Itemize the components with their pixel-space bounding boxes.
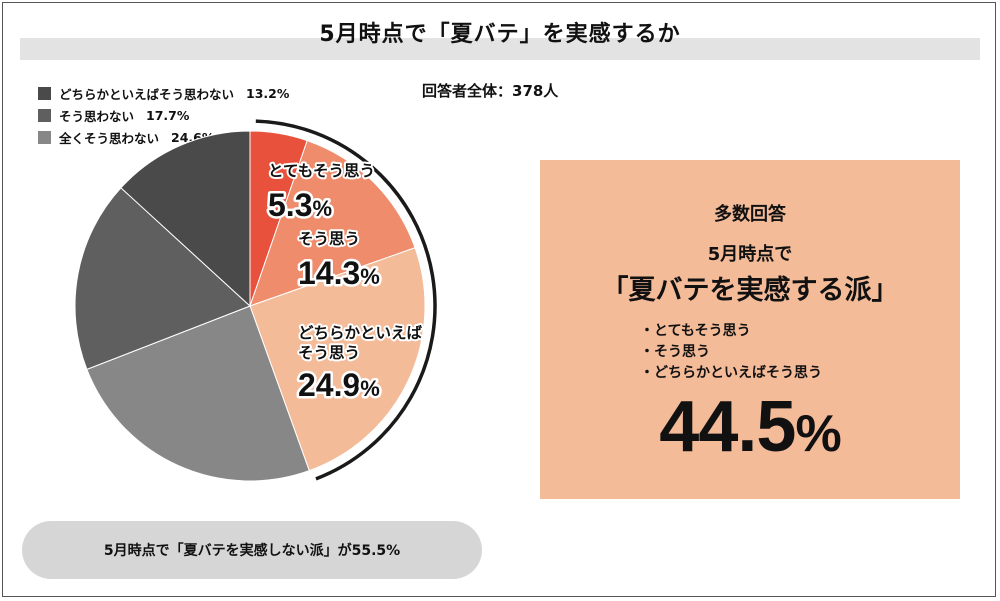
- legend-label: 全くそう思わない: [59, 130, 160, 146]
- slice-value-label: 24.9%: [298, 367, 380, 403]
- panel-item: どちらかといえばそう思う: [640, 362, 822, 383]
- panel-item: とてもそう思う: [640, 320, 822, 341]
- panel-total-unit: %: [795, 405, 841, 463]
- pie-slice: [86, 305, 310, 482]
- slice-label: そう思う: [298, 344, 360, 362]
- footer-summary-pill: 5月時点で「夏バテを実感しない派」が55.5%: [22, 521, 482, 579]
- slice-label: どちらかといえば: [298, 324, 423, 342]
- legend-swatch: [38, 130, 51, 144]
- legend-label: どちらかといえばそう思わない: [59, 86, 235, 102]
- legend-item: どちらかといえばそう思わない 13.2%: [38, 82, 289, 104]
- pie-slice: [249, 139, 416, 307]
- pie-slice: [249, 247, 426, 472]
- group-bracket-arc: [255, 119, 437, 481]
- title-band: [20, 38, 980, 60]
- panel-group-label: 「夏バテを実感する派」: [601, 275, 899, 306]
- legend-label: そう思わない: [59, 108, 135, 124]
- panel-total-value: 44.5%: [540, 386, 960, 468]
- legend-swatch: [38, 108, 51, 122]
- panel-total-number: 44.5: [659, 387, 796, 467]
- slice-value-label: 5.3%: [268, 187, 332, 223]
- slice-value-label: 14.3%: [298, 255, 380, 291]
- panel-item-list: とてもそう思う そう思う どちらかといえばそう思う: [640, 320, 822, 383]
- respondent-total: 回答者全体：378人: [422, 82, 559, 100]
- majority-panel: 多数回答 5月時点で 「夏バテを実感する派」 とてもそう思う そう思う どちらか…: [540, 160, 960, 499]
- pie-slice: [74, 187, 251, 371]
- legend-item: そう思わない 17.7%: [38, 104, 289, 126]
- panel-item: そう思う: [640, 341, 822, 362]
- legend: どちらかといえばそう思わない 13.2% そう思わない 17.7% 全くそう思わ…: [38, 82, 289, 148]
- legend-value: 17.7%: [146, 107, 190, 123]
- legend-swatch: [38, 86, 51, 100]
- panel-subheading: 5月時点で: [707, 244, 793, 265]
- slice-label: とてもそう思う: [268, 162, 375, 180]
- legend-value: 13.2%: [246, 85, 290, 101]
- slice-label: そう思う: [298, 230, 360, 248]
- panel-heading: 多数回答: [714, 204, 786, 225]
- pie-slice: [120, 130, 251, 308]
- chart-title: 5月時点で「夏バテ」を実感するか: [319, 22, 681, 47]
